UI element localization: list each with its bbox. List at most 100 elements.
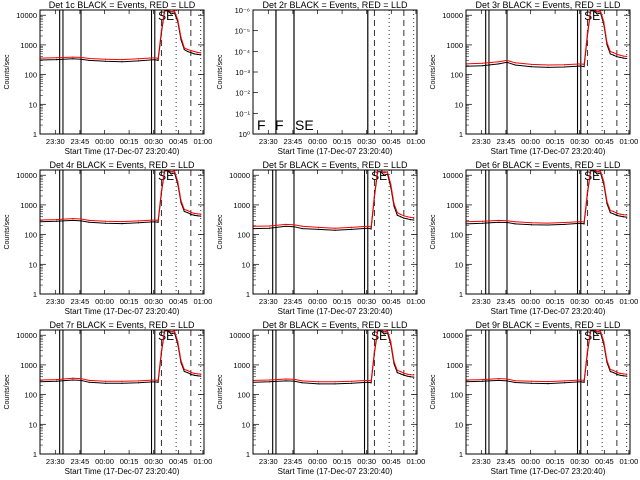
- data-point-events: [506, 221, 508, 224]
- panel-title: Det 3r BLACK = Events, RED = LLD: [475, 0, 621, 10]
- data-point-events: [580, 222, 582, 224]
- data-point-events: [383, 174, 385, 176]
- x-tick-label: 23:30: [46, 297, 65, 306]
- data-point-events: [80, 220, 82, 222]
- data-point-events: [137, 60, 139, 62]
- data-point-lld: [531, 380, 533, 382]
- plot-frame: [465, 169, 631, 295]
- data-point-events: [187, 372, 189, 374]
- data-point-events: [481, 65, 483, 67]
- data-point-events: [622, 57, 625, 59]
- data-point-lld: [183, 368, 185, 371]
- data-point-lld: [390, 183, 392, 185]
- y-tick-label: 1: [246, 450, 250, 459]
- data-point-lld: [334, 227, 336, 229]
- data-point-events: [170, 333, 172, 335]
- data-point-events: [183, 48, 185, 51]
- data-point-events: [187, 212, 189, 214]
- data-point-lld: [613, 210, 615, 213]
- data-point-lld: [403, 372, 405, 374]
- x-tick-label: 23:30: [259, 457, 278, 466]
- x-tick-label: 00:00: [95, 297, 114, 306]
- data-point-events: [293, 226, 295, 228]
- data-point-events: [583, 223, 585, 225]
- data-point-events: [406, 375, 408, 377]
- data-point-events: [498, 63, 500, 65]
- data-point-events: [406, 218, 408, 220]
- data-point-lld: [193, 50, 195, 53]
- data-point-events: [514, 381, 516, 384]
- data-point-lld: [88, 379, 90, 382]
- y-tick-label: 10⁻⁴: [234, 47, 250, 56]
- data-point-lld: [121, 220, 123, 223]
- data-point-lld: [396, 369, 398, 372]
- data-point-events: [193, 214, 195, 216]
- y-tick-label: 10: [29, 100, 37, 109]
- y-tick-label: 10⁻¹: [235, 109, 250, 118]
- plot-frame: [39, 9, 205, 135]
- data-point-events: [72, 219, 74, 222]
- data-point-lld: [393, 203, 395, 205]
- panel-title: Det 7r BLACK = Events, RED = LLD: [49, 320, 195, 330]
- y-tick-label: 10: [455, 100, 463, 109]
- y-tick-label: 10: [29, 420, 37, 429]
- x-tick-label: 00:30: [357, 137, 376, 146]
- data-point-events: [596, 333, 598, 335]
- data-point-lld: [514, 221, 516, 223]
- x-tick-label: 01:00: [620, 137, 639, 146]
- panel-title: Det 5r BLACK = Events, RED = LLD: [262, 160, 408, 170]
- plot-frame: [252, 169, 418, 295]
- x-tick-label: 00:00: [308, 457, 327, 466]
- data-point-lld: [400, 213, 402, 215]
- data-point-events: [563, 382, 566, 384]
- data-point-lld: [121, 380, 123, 382]
- data-point-lld: [386, 171, 389, 173]
- y-tick-label: 1: [246, 290, 250, 299]
- data-point-lld: [373, 194, 375, 196]
- data-point-lld: [413, 374, 415, 376]
- y-tick-label: 10000: [16, 331, 37, 340]
- data-point-events: [481, 222, 483, 224]
- data-point-events: [400, 216, 402, 218]
- data-point-lld: [157, 379, 159, 382]
- data-point-lld: [350, 226, 352, 228]
- x-tick-label: 23:45: [71, 297, 90, 306]
- data-point-lld: [80, 218, 82, 220]
- data-point-lld: [586, 350, 588, 352]
- x-tick-label: 00:30: [144, 137, 163, 146]
- data-point-events: [80, 58, 82, 60]
- data-point-lld: [173, 170, 176, 172]
- data-point-lld: [596, 331, 598, 333]
- data-point-events: [609, 212, 611, 214]
- data-point-events: [514, 223, 516, 225]
- data-point-events: [190, 373, 192, 375]
- data-point-lld: [400, 370, 402, 373]
- data-point-lld: [285, 378, 287, 380]
- x-tick-label: 01:00: [407, 457, 426, 466]
- y-tick-label: 10⁻³: [235, 68, 250, 77]
- y-tick-label: 1: [33, 130, 37, 139]
- x-axis-label: Start Time (17-Dec-07 23:20:40): [491, 307, 606, 316]
- x-axis-label: Start Time (17-Dec-07 23:20:40): [278, 307, 393, 316]
- data-point-events: [301, 382, 303, 384]
- data-point-events: [318, 383, 320, 385]
- data-point-events: [190, 213, 192, 215]
- x-tick-label: 00:00: [521, 457, 540, 466]
- data-point-lld: [403, 215, 405, 217]
- data-point-lld: [547, 380, 549, 383]
- x-tick-label: 01:00: [407, 297, 426, 306]
- panel-title: Det 4r BLACK = Events, RED = LLD: [49, 160, 195, 170]
- data-point-events: [196, 215, 199, 217]
- x-tick-label: 23:45: [284, 137, 303, 146]
- data-point-events: [268, 227, 270, 229]
- data-point-lld: [609, 368, 611, 371]
- data-point-events: [580, 381, 582, 383]
- panel-det-8r: Det 8r BLACK = Events, RED = LLD Counts/s…: [217, 320, 425, 476]
- data-point-lld: [580, 379, 582, 381]
- y-axis-label: Counts/sec: [430, 214, 437, 250]
- x-tick-label: 00:30: [570, 457, 589, 466]
- x-tick-label: 01:00: [620, 297, 639, 306]
- data-point-events: [403, 217, 405, 219]
- data-point-lld: [72, 377, 74, 379]
- data-point-lld: [603, 21, 605, 23]
